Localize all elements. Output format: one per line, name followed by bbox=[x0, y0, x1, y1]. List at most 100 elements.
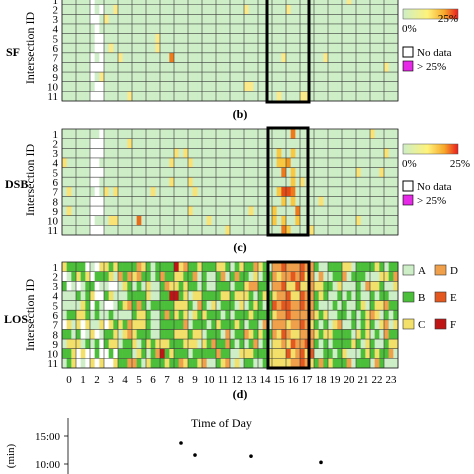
heatmap-cell bbox=[290, 215, 296, 226]
heatmap-cell bbox=[290, 167, 296, 178]
heatmap-cell bbox=[360, 339, 366, 350]
heatmap-cell bbox=[99, 62, 105, 73]
heatmap-cell bbox=[192, 339, 198, 350]
heatmap-cell bbox=[188, 52, 193, 63]
heatmap-cell bbox=[164, 72, 170, 83]
heatmap-cell bbox=[202, 0, 207, 5]
heatmap-cell bbox=[239, 129, 245, 139]
heatmap-cell bbox=[220, 206, 226, 217]
scatter-ytick-1500: 15:00 bbox=[35, 431, 61, 443]
heatmap-cell bbox=[370, 4, 375, 15]
heatmap-cell bbox=[211, 81, 217, 92]
heatmap-cell bbox=[141, 148, 147, 159]
heatmap-cell bbox=[225, 300, 231, 311]
heatmap-cell bbox=[351, 148, 357, 159]
heatmap-cell bbox=[178, 72, 184, 83]
heatmap-cell bbox=[337, 129, 343, 139]
heatmap-cell bbox=[304, 33, 310, 44]
heatmap-cell bbox=[80, 262, 86, 272]
heatmap-cell bbox=[216, 348, 221, 359]
heatmap-cell bbox=[314, 262, 319, 272]
heatmap-cell bbox=[346, 339, 352, 350]
heatmap-cell bbox=[276, 215, 282, 226]
heatmap-cell bbox=[346, 215, 352, 226]
heatmap-cell bbox=[150, 271, 156, 282]
heatmap-cell bbox=[80, 129, 86, 139]
heatmap-cell bbox=[248, 215, 254, 226]
heatmap-cell bbox=[71, 319, 77, 330]
heatmap-cell bbox=[66, 138, 72, 149]
heatmap-cell bbox=[356, 196, 361, 207]
heatmap-cell bbox=[360, 206, 366, 217]
heatmap-cell bbox=[281, 167, 287, 178]
heatmap-cell bbox=[365, 225, 371, 236]
heatmap-cell bbox=[108, 43, 114, 54]
heatmap-cell bbox=[90, 310, 95, 321]
heatmap-cell bbox=[290, 186, 296, 197]
heatmap-cell bbox=[337, 319, 343, 330]
heatmap-cell bbox=[225, 91, 231, 102]
heatmap-cell bbox=[85, 129, 91, 139]
heatmap-cell bbox=[169, 23, 175, 34]
heatmap-cell bbox=[248, 348, 254, 359]
heatmap-cell bbox=[300, 196, 305, 207]
heatmap-cell bbox=[174, 177, 179, 188]
heatmap-cell bbox=[388, 281, 394, 292]
heatmap-cell bbox=[76, 81, 81, 92]
heatmap-cell bbox=[202, 81, 207, 92]
heatmap-cell bbox=[342, 358, 347, 369]
heatmap-cell bbox=[323, 148, 329, 159]
heatmap-cell bbox=[71, 0, 77, 5]
heatmap-cell bbox=[332, 52, 338, 63]
heatmap-cell bbox=[351, 215, 357, 226]
heatmap-cell bbox=[374, 81, 380, 92]
heatmap-cell bbox=[300, 358, 305, 369]
heatmap-cell bbox=[141, 225, 147, 236]
heatmap-cell bbox=[71, 339, 77, 350]
heatmap-cell bbox=[360, 14, 366, 25]
heatmap-cell bbox=[85, 4, 91, 15]
heatmap-cell bbox=[309, 72, 315, 83]
heatmap-cell bbox=[113, 167, 119, 178]
heatmap-cell bbox=[94, 52, 100, 63]
y-tick-label: 5 bbox=[53, 33, 59, 45]
heatmap-cell bbox=[253, 72, 259, 83]
heatmap-cell bbox=[80, 271, 86, 282]
heatmap-cell bbox=[379, 281, 385, 292]
heatmap-cell bbox=[183, 319, 189, 330]
heatmap-cell bbox=[66, 290, 72, 301]
heatmap-cell bbox=[155, 186, 161, 197]
heatmap-cell bbox=[99, 52, 105, 63]
heatmap-cell bbox=[62, 14, 67, 25]
heatmap-cell bbox=[71, 52, 77, 63]
heatmap-cell bbox=[388, 62, 394, 73]
heatmap-cell bbox=[216, 300, 221, 311]
heatmap-cell bbox=[337, 138, 343, 149]
heatmap-cell bbox=[202, 290, 207, 301]
heatmap-cell bbox=[309, 225, 315, 236]
heatmap-cell bbox=[108, 81, 114, 92]
heatmap-cell bbox=[379, 290, 385, 301]
heatmap-cell bbox=[248, 167, 254, 178]
heatmap-cell bbox=[267, 157, 273, 168]
heatmap-cell bbox=[127, 138, 133, 149]
heatmap-cell bbox=[202, 129, 207, 139]
heatmap-cell bbox=[178, 43, 184, 54]
heatmap-cell bbox=[286, 81, 291, 92]
heatmap-cell bbox=[253, 300, 259, 311]
heatmap-cell bbox=[225, 262, 231, 272]
heatmap-cell bbox=[258, 310, 263, 321]
heatmap-cell bbox=[169, 329, 175, 340]
heatmap-cell bbox=[225, 62, 231, 73]
heatmap-cell bbox=[272, 62, 277, 73]
heatmap-cell bbox=[267, 310, 273, 321]
heatmap-cell bbox=[71, 14, 77, 25]
heatmap-cell bbox=[127, 348, 133, 359]
heatmap-cell bbox=[206, 138, 212, 149]
heatmap-cell bbox=[262, 290, 268, 301]
los-legend-swatch bbox=[402, 264, 415, 276]
heatmap-cell bbox=[85, 281, 91, 292]
heatmap-cell bbox=[146, 329, 151, 340]
heatmap-cell bbox=[188, 148, 193, 159]
heatmap-cell bbox=[234, 148, 240, 159]
